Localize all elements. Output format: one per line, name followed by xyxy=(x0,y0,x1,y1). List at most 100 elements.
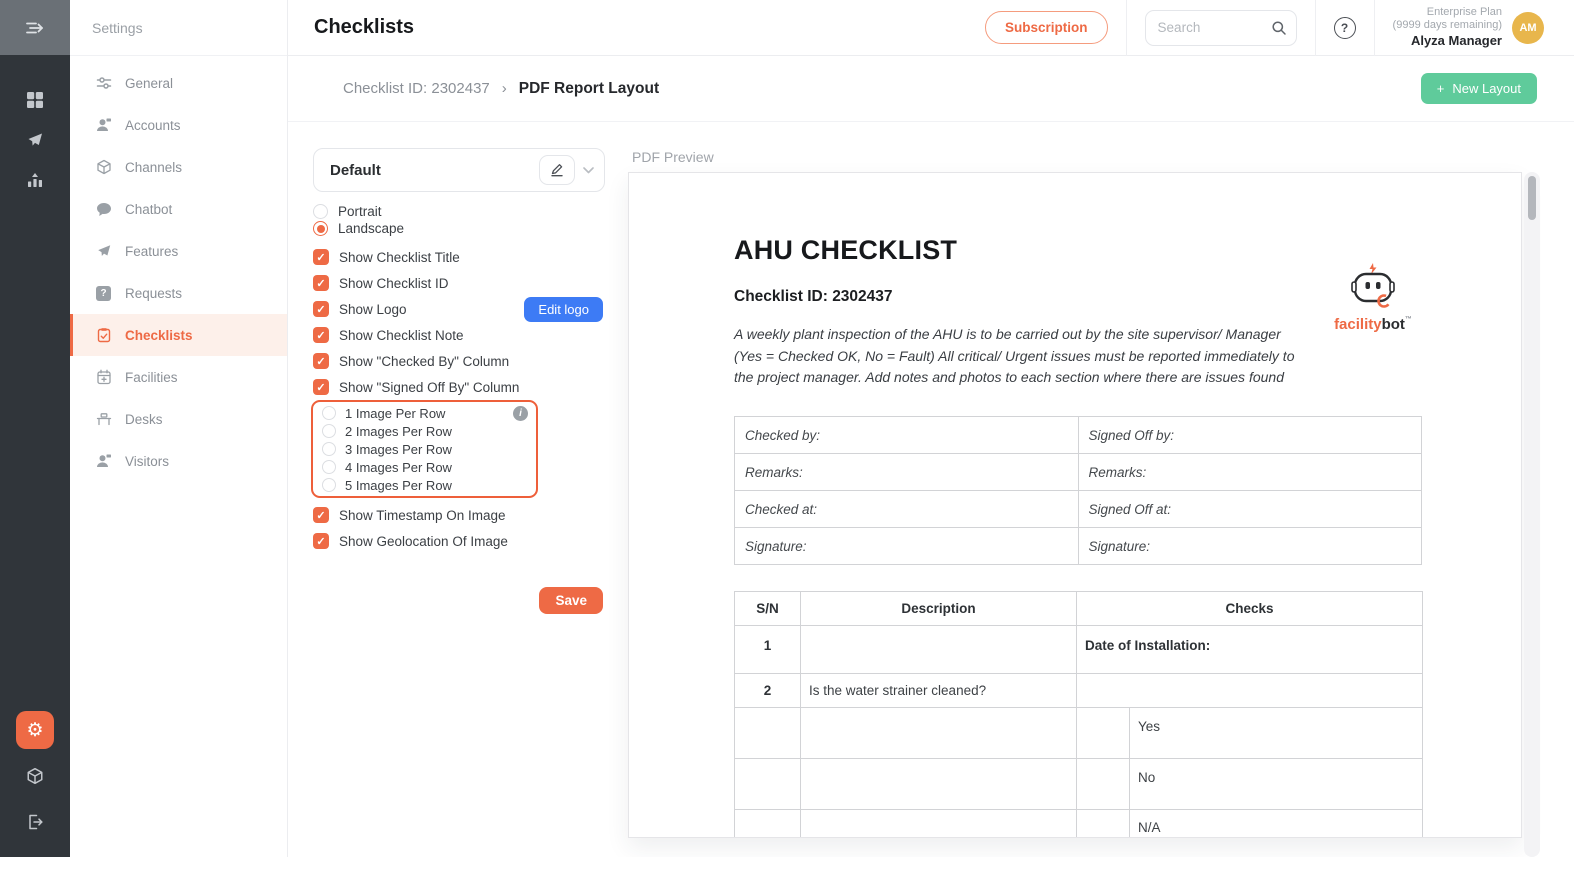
sidebar-item-facilities[interactable]: Facilities xyxy=(70,356,287,398)
plan-info: Enterprise Plan (9999 days remaining) Al… xyxy=(1393,6,1502,50)
new-layout-label: New Layout xyxy=(1452,81,1521,96)
image-options-group: ✓ Show Timestamp On Image ✓ Show Geoloca… xyxy=(313,502,605,554)
search-input[interactable] xyxy=(1144,9,1297,46)
checkbox-show-checked-by[interactable]: ✓ Show "Checked By" Column xyxy=(313,348,605,374)
edit-logo-button[interactable]: Edit logo xyxy=(524,296,603,322)
table-cell xyxy=(734,809,801,837)
sidebar-item-visitors[interactable]: Visitors xyxy=(70,440,287,482)
radio-circle-icon xyxy=(322,424,336,438)
checkbox-show-geolocation[interactable]: ✓ Show Geolocation Of Image xyxy=(313,528,605,554)
user-name: Alyza Manager xyxy=(1410,33,1502,49)
table-cell: Checked at: xyxy=(734,490,1079,528)
breadcrumb-parent[interactable]: Checklist ID: 2302437 xyxy=(343,80,490,97)
megaphone-icon[interactable] xyxy=(0,121,70,159)
gear-icon[interactable]: ⚙ xyxy=(16,711,54,749)
radio-portrait[interactable]: Portrait xyxy=(313,203,605,220)
help-icon[interactable]: ? xyxy=(1333,16,1356,39)
sidebar-item-label: Visitors xyxy=(125,453,170,469)
pdf-checklist-id: Checklist ID: 2302437 xyxy=(734,288,893,305)
table-cell: Signed Off by: xyxy=(1077,416,1422,454)
chevron-down-icon[interactable] xyxy=(583,166,594,174)
checkbox-label: Show Checklist Title xyxy=(339,249,460,265)
sidebar-item-label: General xyxy=(125,75,174,91)
sidebar-item-label: Facilities xyxy=(125,369,178,385)
radio-5-images-per-row[interactable]: 5 Images Per Row xyxy=(313,476,536,494)
preview-scrollbar-thumb[interactable] xyxy=(1528,176,1536,220)
subscription-button[interactable]: Subscription xyxy=(985,11,1108,44)
table-cell: Signature: xyxy=(1077,527,1422,565)
sidebar-item-accounts[interactable]: Accounts xyxy=(70,104,287,146)
radio-circle-icon xyxy=(322,478,336,492)
preview-scrollbar-track[interactable] xyxy=(1524,172,1540,857)
settings-sidebar-title: Settings xyxy=(70,0,287,56)
table-cell: Signature: xyxy=(734,527,1079,565)
radio-label: 2 Images Per Row xyxy=(345,423,452,439)
breadcrumb-current: PDF Report Layout xyxy=(518,79,660,97)
signoff-table: Checked by: Signed Off by: Remarks: Rema… xyxy=(734,416,1422,565)
logout-icon[interactable] xyxy=(0,803,70,841)
header-divider xyxy=(1125,0,1127,56)
radio-4-images-per-row[interactable]: 4 Images Per Row xyxy=(313,458,536,476)
table-cell: Date of Installation: xyxy=(1076,625,1423,674)
sidebar-item-general[interactable]: General xyxy=(70,62,287,104)
sidebar-item-requests[interactable]: ? Requests xyxy=(70,272,287,314)
checkbox-label: Show "Checked By" Column xyxy=(339,353,510,369)
gear-glyph: ⚙ xyxy=(26,719,44,741)
radio-label: 5 Images Per Row xyxy=(345,477,452,493)
info-icon[interactable]: i xyxy=(513,405,528,421)
sidebar-item-desks[interactable]: Desks xyxy=(70,398,287,440)
radio-1-image-per-row[interactable]: 1 Image Per Row i xyxy=(313,404,536,422)
table-cell xyxy=(1076,707,1130,759)
radio-circle-icon xyxy=(313,221,328,236)
layout-select-value: Default xyxy=(330,161,381,179)
sidebar-item-label: Chatbot xyxy=(125,201,173,217)
sidebar-item-channels[interactable]: Channels xyxy=(70,146,287,188)
table-cell xyxy=(1076,758,1130,810)
sidebar-item-label: Checklists xyxy=(125,327,193,343)
pdf-checklist-title: AHU CHECKLIST xyxy=(734,235,958,265)
checkbox-checked-icon: ✓ xyxy=(313,507,329,523)
checkbox-checked-icon: ✓ xyxy=(313,301,329,317)
cube-icon[interactable] xyxy=(0,757,70,795)
user-group-icon xyxy=(95,117,112,134)
sidebar-item-features[interactable]: Features xyxy=(70,230,287,272)
table-cell: Remarks: xyxy=(1077,453,1422,491)
search-box xyxy=(1144,9,1297,46)
sidebar-item-chatbot[interactable]: Chatbot xyxy=(70,188,287,230)
table-cell xyxy=(800,625,1077,674)
save-button[interactable]: Save xyxy=(539,587,603,614)
sliders-icon xyxy=(95,75,112,92)
checkbox-show-checklist-note[interactable]: ✓ Show Checklist Note xyxy=(313,322,605,348)
checkbox-show-timestamp[interactable]: ✓ Show Timestamp On Image xyxy=(313,502,605,528)
facilitybot-wordmark: facilitybot™ xyxy=(1334,316,1412,333)
collapse-arrow-icon xyxy=(25,20,45,36)
desk-icon xyxy=(95,411,112,428)
table-cell: Remarks: xyxy=(734,453,1079,491)
sidebar-item-checklists[interactable]: Checklists xyxy=(70,314,287,356)
table-cell xyxy=(800,758,1077,810)
content-area: Default Portrait Landscape xyxy=(288,122,1574,857)
checkbox-show-signed-off-by[interactable]: ✓ Show "Signed Off By" Column xyxy=(313,374,605,400)
dashboard-grid-icon[interactable] xyxy=(0,81,70,119)
main-area: Checklists Subscription ? Enterprise Pla… xyxy=(288,0,1574,857)
checkbox-show-checklist-title[interactable]: ✓ Show Checklist Title xyxy=(313,244,605,270)
table-row: Checked by: Signed Off by: xyxy=(734,416,1422,454)
checkbox-show-checklist-id[interactable]: ✓ Show Checklist ID xyxy=(313,270,605,296)
radio-circle-icon xyxy=(322,460,336,474)
radio-landscape[interactable]: Landscape xyxy=(313,220,605,237)
sidebar-collapse-button[interactable] xyxy=(0,0,70,55)
edit-layout-name-button[interactable] xyxy=(539,155,575,185)
layout-select[interactable]: Default xyxy=(313,148,605,192)
radio-3-images-per-row[interactable]: 3 Images Per Row xyxy=(313,440,536,458)
avatar[interactable]: AM xyxy=(1512,11,1544,44)
new-layout-button[interactable]: + New Layout xyxy=(1420,73,1537,104)
bar-chart-icon[interactable] xyxy=(0,161,70,199)
radio-2-images-per-row[interactable]: 2 Images Per Row xyxy=(313,422,536,440)
question-square-icon: ? xyxy=(95,285,112,302)
table-row: Signature: Signature: xyxy=(734,527,1422,565)
chat-bubble-icon xyxy=(95,201,112,218)
table-row: 2 Is the water strainer cleaned? xyxy=(734,673,1423,708)
visitor-icon xyxy=(95,453,112,470)
checkbox-show-logo[interactable]: ✓ Show Logo Edit logo xyxy=(313,296,605,322)
radio-circle-icon xyxy=(313,204,328,219)
